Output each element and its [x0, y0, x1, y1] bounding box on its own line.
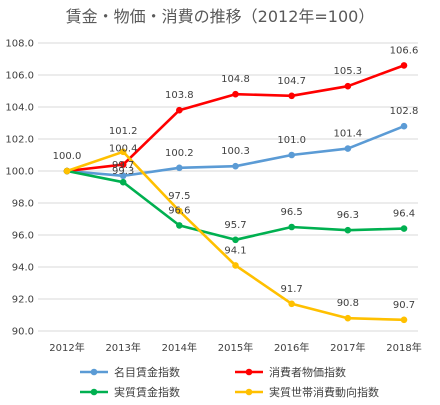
x-tick-label: 2013年	[105, 341, 140, 354]
legend-label: 消費者物価指数	[269, 365, 346, 379]
data-label: 100.3	[221, 146, 250, 157]
y-tick-label: 94.0	[12, 263, 34, 274]
x-axis: 2012年 2013年 2014年 2015年 2016年 2017年 2018年	[49, 341, 421, 354]
data-point	[119, 178, 127, 186]
data-labels: 99.7 100.2 100.3 101.0 101.4 102.8 100.4 103.8 1…	[53, 45, 419, 310]
data-label: 101.4	[334, 129, 363, 140]
data-point	[400, 316, 408, 324]
y-tick-label: 104.0	[5, 103, 34, 114]
y-axis: 108.0 106.0 104.0 102.0 100.0 98.0 96.0 94.0 92.…	[5, 39, 34, 338]
data-point	[344, 226, 352, 234]
data-point	[232, 162, 239, 170]
y-tick-label: 90.0	[12, 327, 34, 338]
y-tick-label: 108.0	[5, 39, 34, 50]
data-point	[63, 167, 71, 175]
data-label: 100.4	[109, 144, 138, 155]
data-label: 99.3	[112, 166, 134, 177]
data-point	[119, 172, 127, 180]
data-label: 100.0	[53, 151, 82, 162]
data-point	[176, 106, 183, 114]
data-label: 97.5	[168, 191, 190, 202]
data-point	[176, 207, 183, 215]
x-tick-label: 2018年	[386, 341, 421, 354]
data-label: 100.2	[165, 148, 194, 159]
data-label: 96.6	[168, 205, 190, 216]
gridlines	[38, 42, 418, 332]
data-label: 96.4	[393, 209, 415, 220]
y-tick-label: 96.0	[12, 231, 34, 242]
data-label: 91.7	[281, 284, 303, 295]
data-point	[288, 92, 295, 100]
legend-label: 名目賃金指数	[114, 365, 180, 379]
data-point	[176, 222, 183, 229]
y-tick-label: 92.0	[12, 295, 34, 306]
legend-swatch-marker	[245, 368, 253, 376]
x-tick-label: 2014年	[162, 341, 197, 354]
data-point	[176, 164, 183, 172]
data-point	[232, 90, 239, 98]
x-tick-label: 2017年	[330, 341, 365, 354]
data-point	[400, 225, 408, 232]
legend-label: 実質世帯消費動向指数	[269, 385, 379, 399]
legend-label: 実質賃金指数	[114, 385, 180, 399]
x-tick-label: 2016年	[274, 341, 309, 354]
data-label: 105.3	[334, 66, 363, 77]
y-tick-label: 100.0	[5, 167, 34, 178]
data-point	[119, 161, 127, 168]
data-point	[288, 151, 295, 159]
data-point	[288, 223, 295, 231]
data-label: 101.2	[109, 126, 138, 137]
data-point	[288, 300, 295, 308]
y-tick-label: 98.0	[12, 199, 34, 210]
data-label: 103.8	[165, 90, 194, 101]
y-tick-label: 102.0	[5, 135, 34, 146]
data-label: 104.8	[221, 74, 250, 85]
chart-title: 賃金・物価・消費の推移（2012年=100）	[66, 7, 375, 26]
data-point	[232, 262, 239, 269]
data-label: 106.6	[390, 45, 419, 56]
data-label: 102.8	[390, 106, 419, 117]
legend-swatch-marker	[90, 368, 98, 376]
data-label: 95.7	[224, 220, 246, 231]
legend-swatch-marker	[245, 388, 253, 396]
data-label: 104.7	[277, 76, 306, 87]
plot-area	[63, 62, 408, 324]
legend-swatch-marker	[90, 388, 98, 396]
data-point	[119, 148, 127, 156]
data-point	[344, 145, 352, 152]
y-tick-label: 106.0	[5, 71, 34, 82]
data-point	[344, 82, 352, 90]
data-label: 94.1	[224, 245, 246, 256]
data-label: 96.3	[337, 210, 359, 221]
data-point	[400, 62, 408, 69]
data-label: 90.7	[393, 300, 415, 311]
data-label: 96.5	[281, 207, 303, 218]
data-label: 101.0	[277, 135, 306, 146]
data-label: 99.7	[112, 160, 134, 171]
data-point	[400, 122, 408, 130]
x-tick-label: 2015年	[218, 341, 253, 354]
x-tick-label: 2012年	[49, 341, 84, 354]
data-point	[232, 236, 239, 244]
data-label: 90.8	[337, 298, 359, 309]
data-point	[344, 314, 352, 322]
